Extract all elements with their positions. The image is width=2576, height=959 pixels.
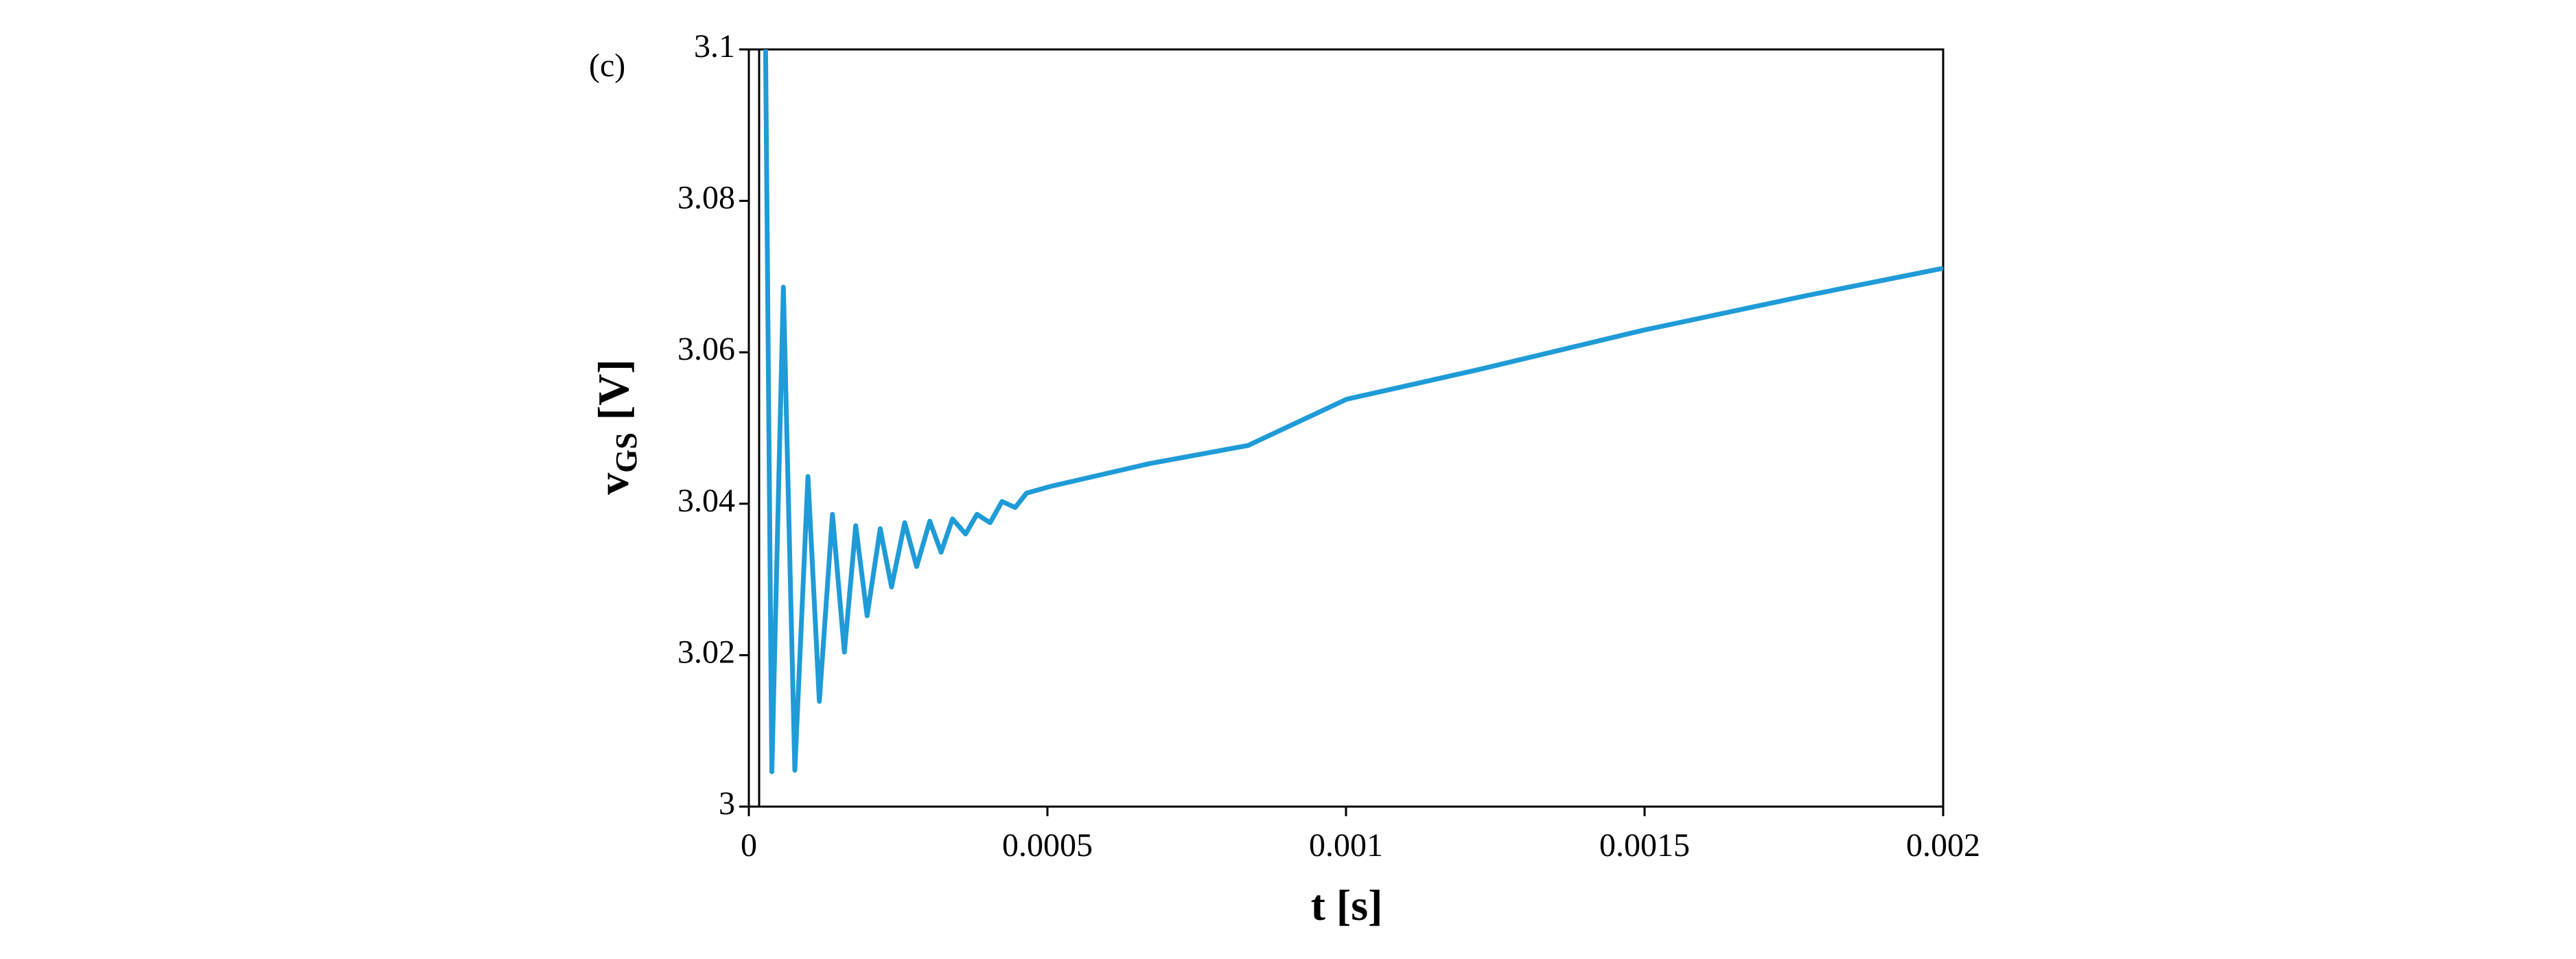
y-axis-title-main: v (589, 473, 638, 495)
y-axis-title-unit: [V] (589, 359, 638, 420)
y-tick-label: 3 (719, 785, 735, 822)
x-tick-label: 0.001 (1309, 827, 1383, 864)
plot-frame (747, 48, 1945, 808)
y-tick-label: 3.1 (694, 28, 735, 65)
annotation: (c) (589, 47, 625, 84)
y-tick-label: 3.04 (677, 483, 735, 519)
x-axis-title: t [s] (1311, 881, 1383, 929)
x-tick-label: 0.0015 (1599, 827, 1690, 864)
y-axis-title: vGS [V] (589, 359, 643, 495)
x-tick-label: 0.002 (1906, 827, 1980, 864)
line-series (763, 49, 1943, 774)
y-tick-label: 3.02 (677, 634, 735, 670)
y-tick-label: 3.08 (677, 180, 735, 216)
y-axis-title-subscript: GS (610, 432, 643, 473)
x-tick-label: 0 (741, 827, 757, 864)
x-tick-label: 0.0005 (1002, 827, 1093, 864)
y-tick-label: 3.06 (677, 331, 735, 367)
